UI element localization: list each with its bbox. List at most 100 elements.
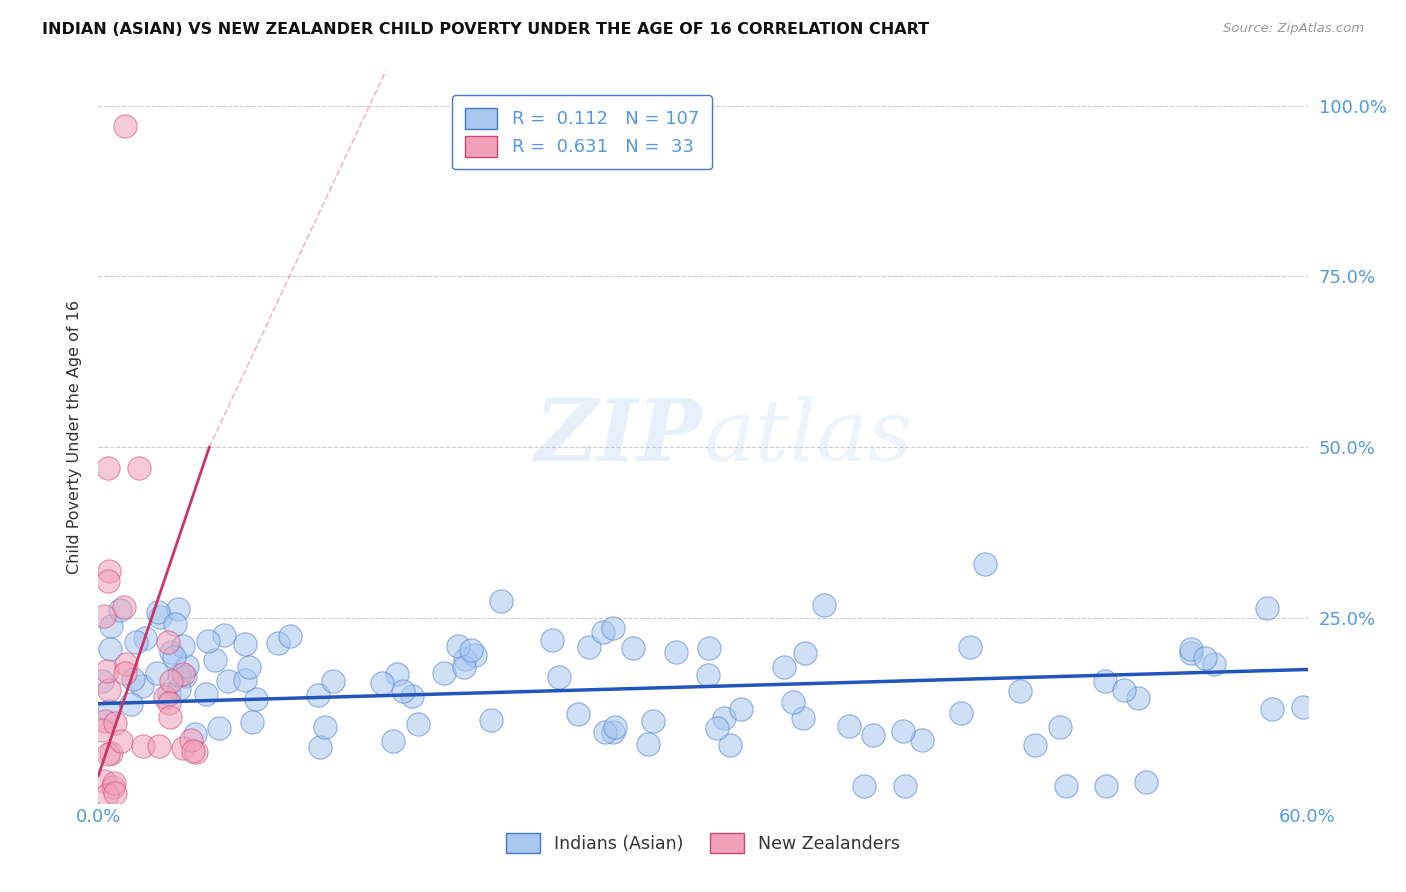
Point — [838, 718, 860, 732]
Point — [233, 673, 256, 687]
Point — [163, 650, 186, 665]
Point — [266, 635, 288, 649]
Point — [115, 657, 138, 672]
Point — [131, 679, 153, 693]
Point — [1126, 690, 1149, 705]
Point — [96, 788, 118, 802]
Point — [322, 674, 344, 689]
Point — [773, 660, 796, 674]
Point — [245, 691, 267, 706]
Point — [149, 609, 172, 624]
Point — [167, 681, 190, 696]
Point — [893, 779, 915, 793]
Point — [1024, 739, 1046, 753]
Point — [155, 690, 177, 704]
Point — [157, 696, 180, 710]
Point — [93, 609, 115, 624]
Point — [128, 460, 150, 475]
Point — [100, 746, 122, 760]
Point — [641, 714, 664, 728]
Point — [104, 716, 127, 731]
Point — [100, 618, 122, 632]
Point — [166, 602, 188, 616]
Point — [1010, 684, 1032, 698]
Point — [891, 723, 914, 738]
Point — [217, 673, 239, 688]
Point — [114, 119, 136, 133]
Point — [706, 721, 728, 735]
Point — [453, 660, 475, 674]
Text: Source: ZipAtlas.com: Source: ZipAtlas.com — [1223, 22, 1364, 36]
Point — [381, 734, 404, 748]
Point — [148, 605, 170, 619]
Point — [621, 641, 644, 656]
Point — [110, 734, 132, 748]
Point — [974, 557, 997, 571]
Point — [103, 776, 125, 790]
Point — [208, 721, 231, 735]
Point — [371, 675, 394, 690]
Point — [593, 724, 616, 739]
Point — [406, 716, 429, 731]
Point — [718, 738, 741, 752]
Point — [93, 773, 115, 788]
Point — [578, 640, 600, 654]
Point — [1114, 682, 1136, 697]
Point — [148, 739, 170, 753]
Point — [1094, 674, 1116, 689]
Point — [204, 653, 226, 667]
Point — [97, 460, 120, 475]
Point — [665, 645, 688, 659]
Point — [124, 635, 146, 649]
Point — [146, 666, 169, 681]
Point — [1095, 779, 1118, 793]
Point — [392, 684, 415, 698]
Point — [174, 668, 197, 682]
Point — [238, 659, 260, 673]
Point — [637, 737, 659, 751]
Text: atlas: atlas — [703, 396, 912, 478]
Point — [603, 720, 626, 734]
Point — [1049, 720, 1071, 734]
Point — [97, 747, 120, 762]
Point — [91, 673, 114, 688]
Point — [197, 634, 219, 648]
Point — [1180, 646, 1202, 660]
Point — [98, 564, 121, 578]
Point — [172, 741, 194, 756]
Point — [157, 687, 180, 701]
Point — [134, 631, 156, 645]
Point — [98, 683, 121, 698]
Point — [165, 617, 187, 632]
Point — [176, 659, 198, 673]
Point — [184, 745, 207, 759]
Point — [307, 689, 329, 703]
Point — [96, 664, 118, 678]
Text: INDIAN (ASIAN) VS NEW ZEALANDER CHILD POVERTY UNDER THE AGE OF 16 CORRELATION CH: INDIAN (ASIAN) VS NEW ZEALANDER CHILD PO… — [42, 22, 929, 37]
Point — [491, 594, 513, 608]
Point — [94, 714, 117, 729]
Point — [950, 706, 973, 721]
Point — [98, 704, 121, 718]
Point — [479, 713, 502, 727]
Point — [1135, 775, 1157, 789]
Point — [156, 634, 179, 648]
Point — [385, 667, 408, 681]
Point — [172, 639, 194, 653]
Point — [1180, 641, 1202, 656]
Point — [401, 690, 423, 704]
Point — [713, 711, 735, 725]
Point — [592, 625, 614, 640]
Text: ZIP: ZIP — [536, 395, 703, 479]
Point — [910, 733, 932, 747]
Point — [104, 786, 127, 800]
Point — [454, 651, 477, 665]
Point — [180, 732, 202, 747]
Point — [159, 709, 181, 723]
Point — [212, 627, 235, 641]
Point — [108, 603, 131, 617]
Point — [1256, 601, 1278, 615]
Point — [172, 667, 194, 681]
Point — [464, 648, 486, 662]
Point — [567, 707, 589, 722]
